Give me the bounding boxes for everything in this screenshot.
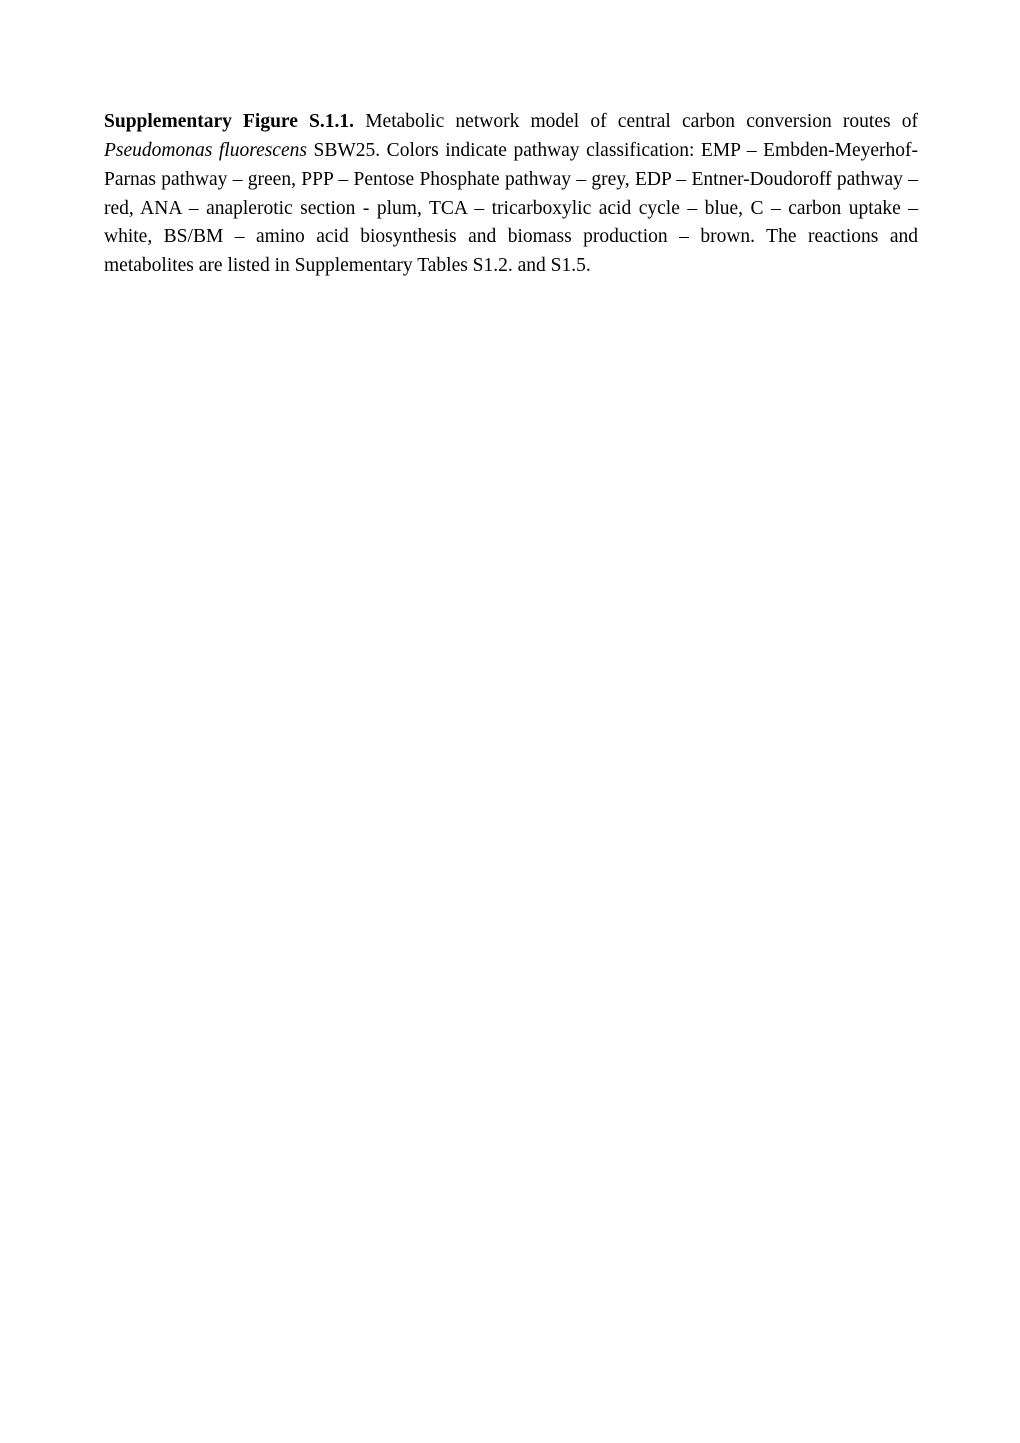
caption-text-part1: Metabolic network model of central carbo… (354, 111, 918, 132)
figure-label: Supplementary Figure S.1.1. (104, 111, 354, 132)
figure-caption-paragraph: Supplementary Figure S.1.1. Metabolic ne… (104, 108, 918, 281)
species-name: Pseudomonas fluorescens (104, 140, 307, 161)
